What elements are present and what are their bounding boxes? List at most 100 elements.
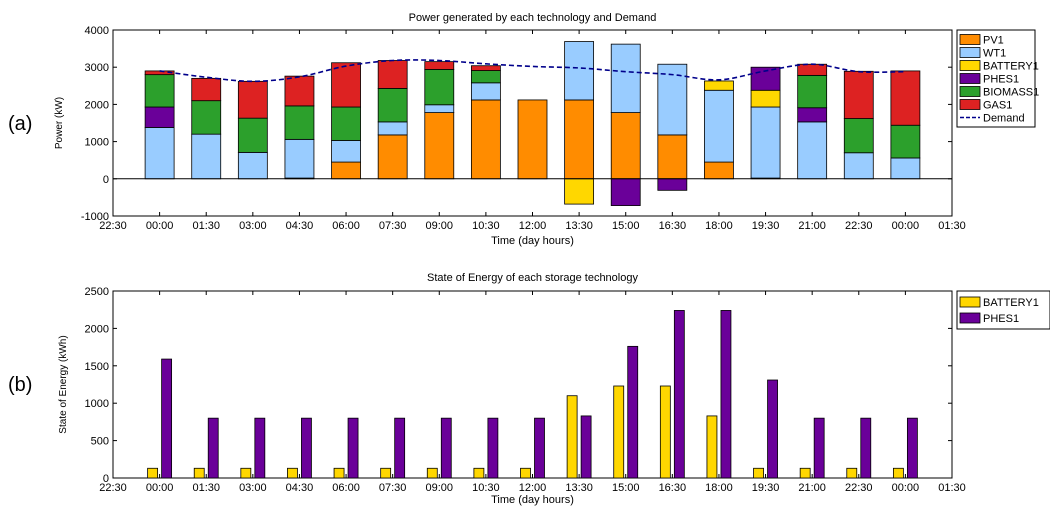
bar-phes1-0	[161, 358, 173, 479]
bar-wt1-9	[564, 41, 595, 101]
bar-pv1-12	[704, 161, 734, 180]
bar-battery1-10	[613, 385, 625, 479]
panel-label: (b)	[8, 374, 32, 396]
x-tick-label: 19:30	[752, 220, 780, 232]
legend-label-biomass1: BIOMASS1	[983, 87, 1039, 99]
bar-wt1-14	[797, 121, 828, 180]
legend-swatch-wt1	[959, 47, 981, 58]
y-tick-label: -1000	[81, 211, 109, 223]
x-tick-label: 01:30	[938, 220, 966, 232]
x-tick-label: 16:30	[659, 482, 687, 494]
x-tick-label: 18:00	[705, 220, 733, 232]
bar-battery1-12	[704, 80, 734, 91]
legend-label-wt1: WT1	[983, 48, 1006, 60]
y-tick-label: 0	[103, 174, 109, 186]
bar-phes1-7	[487, 417, 499, 479]
panel-label: (a)	[8, 113, 32, 135]
y-tick-label: 4000	[85, 25, 109, 37]
chart-panel-a: Power generated by each technology and D…	[8, 12, 1039, 247]
bar-battery1-4	[333, 467, 345, 479]
bar-gas1-16	[890, 70, 921, 126]
x-tick-label: 19:30	[752, 482, 780, 494]
bar-phes1-2	[254, 417, 266, 479]
bar-battery1-5	[380, 467, 392, 479]
bar-biomass1-7	[470, 70, 501, 84]
x-tick-label: 13:30	[565, 220, 593, 232]
bar-phes1-4	[347, 417, 359, 479]
bar-phes1-12	[720, 310, 732, 479]
y-axis-label: State of Energy (kWh)	[58, 335, 69, 433]
bar-wt1-15	[843, 152, 874, 180]
x-tick-label: 03:00	[239, 220, 267, 232]
legend-swatch-battery1	[959, 60, 981, 71]
legend-label-battery1: BATTERY1	[983, 61, 1039, 73]
x-tick-label: 03:00	[239, 482, 267, 494]
bar-gas1-3	[284, 75, 315, 107]
x-tick-label: 12:00	[519, 220, 547, 232]
bar-wt1-1	[191, 133, 222, 180]
bar-gas1-2	[237, 80, 268, 119]
y-tick-label: 2500	[85, 286, 109, 298]
y-tick-label: 1500	[85, 361, 109, 373]
x-tick-label: 18:00	[705, 482, 733, 494]
x-tick-label: 07:30	[379, 482, 407, 494]
legend-swatch-gas1	[959, 99, 981, 110]
bar-battery1-11	[659, 385, 671, 479]
x-axis-label: Time (day hours)	[491, 235, 574, 247]
bar-gas1-15	[843, 70, 874, 119]
y-tick-label: 0	[103, 473, 109, 485]
x-tick-label: 00:00	[892, 220, 920, 232]
bar-wt1-11	[657, 63, 688, 136]
bar-battery1-9	[566, 395, 578, 479]
bar-wt1-4	[331, 140, 361, 163]
x-tick-label: 22:30	[99, 220, 127, 232]
bar-phes1-5	[394, 417, 406, 479]
bar-biomass1-0	[144, 74, 175, 108]
bar-phes1-8	[534, 417, 545, 479]
legend-label-phes1: PHES1	[983, 74, 1019, 86]
y-tick-label: 1000	[85, 137, 109, 149]
bar-wt1-13	[750, 106, 781, 179]
bar-phes1-10	[627, 345, 639, 479]
bar-battery1-12	[706, 415, 718, 479]
bar-phes1-3	[301, 417, 312, 479]
y-axis-label: Power (kW)	[54, 97, 65, 149]
bar-phes1-14	[813, 417, 825, 479]
legend-swatch-phes1	[959, 73, 981, 84]
bar-phes1-0	[144, 106, 175, 128]
bar-pv1-9	[564, 99, 595, 180]
bar-wt1-3	[284, 138, 315, 179]
bar-battery1-2	[240, 467, 252, 479]
x-tick-label: 00:00	[892, 482, 920, 494]
bar-gas1-5	[377, 60, 408, 89]
x-tick-label: 06:00	[332, 482, 360, 494]
chart-title: Power generated by each technology and D…	[409, 12, 657, 24]
bar-battery1-15	[846, 467, 858, 479]
bar-battery1-14	[799, 467, 811, 479]
bar-battery1-13	[753, 467, 764, 479]
bar-biomass1-4	[331, 106, 361, 141]
bar-biomass1-5	[377, 88, 408, 123]
bar-wt1-2	[237, 151, 268, 180]
bar-gas1-4	[331, 62, 361, 108]
x-tick-label: 00:00	[146, 220, 174, 232]
y-tick-label: 3000	[85, 62, 109, 74]
legend-label-demand: Demand	[983, 113, 1025, 125]
bar-biomass1-16	[890, 124, 921, 159]
y-tick-label: 1000	[85, 398, 109, 410]
bar-phes1-15	[860, 417, 872, 479]
bar-phes1-13	[767, 379, 778, 479]
y-tick-label: 2000	[85, 99, 109, 111]
x-tick-label: 07:30	[379, 220, 407, 232]
bar-biomass1-1	[191, 100, 222, 135]
bar-gas1-7	[470, 65, 501, 71]
bar-gas1-6	[424, 61, 455, 70]
x-tick-label: 15:00	[612, 482, 640, 494]
bar-battery1-3	[287, 467, 298, 479]
x-tick-label: 13:30	[565, 482, 593, 494]
legend: BATTERY1 PHES1	[956, 290, 1050, 330]
x-tick-label: 12:00	[519, 482, 547, 494]
x-tick-label: 16:30	[659, 220, 687, 232]
legend-label-pv1: PV1	[983, 35, 1004, 47]
